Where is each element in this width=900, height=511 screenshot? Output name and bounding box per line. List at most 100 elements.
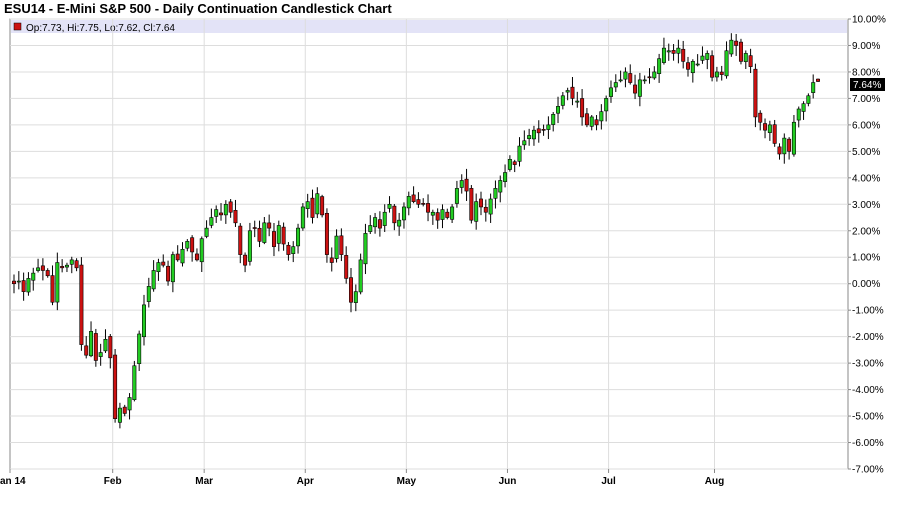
candle-body [324,212,329,255]
candle-body [21,280,26,292]
candle-body [228,201,233,213]
candle-body [36,267,41,271]
candle-body [204,227,209,237]
candle-body [276,225,281,244]
candle-body [170,254,175,283]
y-tick-label: 10.00% [852,15,886,26]
x-axis: Jan 14 Feb Mar Apr May Jun Jul Aug [0,469,724,487]
candle-body [705,53,710,60]
candle-body [219,212,224,216]
candle-body [238,225,243,255]
candle-body [738,41,743,62]
candle-body [498,180,503,193]
candle-body [753,68,758,118]
candle-body [661,47,666,63]
y-tick-label: 1.00% [852,253,880,264]
candle-body [734,40,739,46]
candle-body [334,235,339,259]
candle-body [79,264,84,345]
candle-body [190,237,195,253]
plot-background [9,18,849,470]
x-tick-label: Jun [499,476,517,487]
candle-body [748,55,753,67]
candle-body [214,209,219,217]
candle-body [686,62,690,70]
candle-body [339,235,344,255]
candle-body [729,39,734,55]
candle-body [84,345,89,356]
y-axis: 10.00% 9.00% 8.00% 7.00% 6.00% 5.00% 4.00% 3.00… [848,15,886,476]
candle-body [363,233,368,265]
candle-body [296,227,301,247]
candle-body [50,275,55,303]
candle-body [594,119,599,126]
candle-body [74,260,79,269]
x-tick-label: Jan 14 [0,476,26,487]
candle-body [589,116,594,127]
candle-body [787,138,792,152]
candle-body [117,407,122,423]
candle-body [401,206,406,221]
chart-title: ESU14 - E-Mini S&P 500 - Daily Continuat… [4,1,392,16]
candle-body [459,180,464,188]
candle-body [599,111,604,122]
candle-body [777,146,782,155]
candle-body [89,331,94,357]
candle-body [791,121,796,155]
candle-body [262,222,267,243]
x-tick-label: Jul [601,476,616,487]
candle-body [406,196,411,209]
candle-body [806,95,811,104]
candle-body [151,270,156,290]
candle-body [681,48,686,62]
candle-body [392,205,397,224]
x-tick-label: Mar [195,476,213,487]
candle-body [247,230,252,262]
candle-body [772,124,777,144]
candle-body [652,71,657,79]
candle-body [127,397,132,411]
last-value-box [850,78,885,91]
y-tick-label: 4.00% [852,173,880,184]
x-tick-label: May [397,476,417,487]
candle-body [628,73,633,83]
candle-body [26,278,31,293]
y-tick-label: -6.00% [852,438,884,449]
candle-body [666,50,671,53]
candle-body [536,128,541,134]
candle-body [613,82,618,88]
candle-body [16,280,21,283]
candle-body [382,211,387,226]
candle-body [243,254,248,266]
candle-body [108,336,113,359]
y-tick-label: 2.00% [852,226,880,237]
candle-body [180,248,185,264]
candle-body [608,87,613,97]
candle-body [166,265,171,282]
candle-body [758,112,763,123]
candle-body [719,71,724,75]
candle-body [604,98,609,112]
ohlc-readout-bar [11,20,847,33]
candle-body [642,79,647,82]
y-tick-label: -7.00% [852,465,884,476]
candle-body [637,79,642,97]
candle-body [565,90,570,93]
candle-body [618,79,623,82]
y-tick-label: -4.00% [852,385,884,396]
last-value-label: 7.64% [853,80,881,91]
candle-body [194,253,199,261]
candle-body [185,241,190,249]
candle-body [358,259,363,293]
candle-body [464,178,469,192]
candle-body [440,209,445,220]
candle-body [146,286,151,302]
candle-body [156,262,161,273]
candle-body [368,225,373,232]
candle-body [743,53,748,62]
candle-body [522,140,527,146]
candle-body [623,71,628,80]
candles-layer [12,33,820,429]
candle-body [416,199,421,205]
